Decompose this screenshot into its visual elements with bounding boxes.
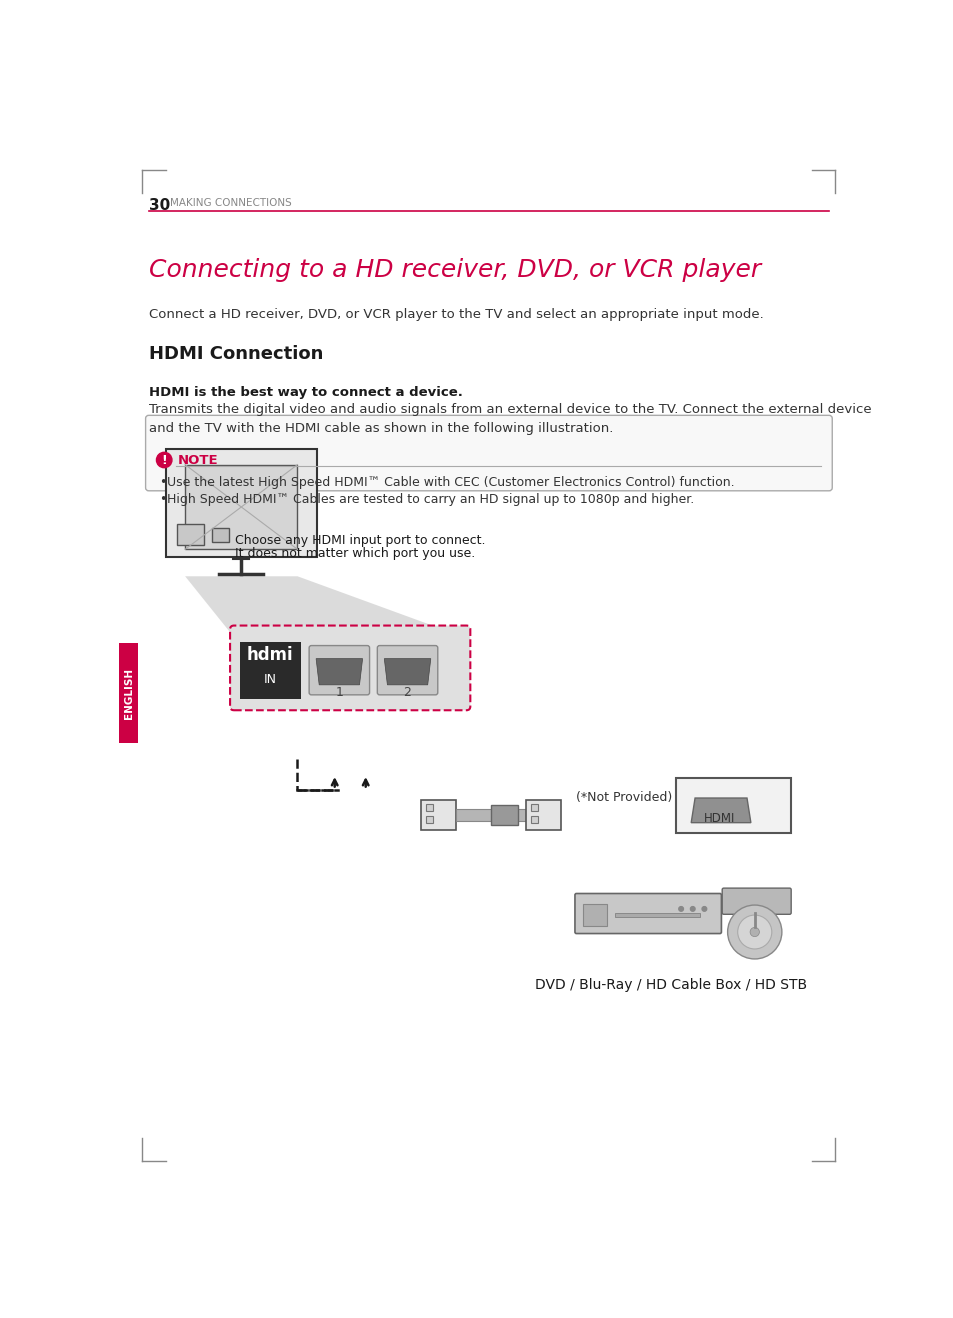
Text: HDMI Connection: HDMI Connection	[149, 344, 323, 362]
FancyBboxPatch shape	[491, 805, 517, 825]
Text: Connecting to a HD receiver, DVD, or VCR player: Connecting to a HD receiver, DVD, or VCR…	[149, 258, 760, 282]
Circle shape	[156, 452, 172, 468]
Circle shape	[690, 907, 695, 911]
Text: 2: 2	[403, 687, 411, 700]
FancyBboxPatch shape	[530, 816, 537, 822]
Text: Transmits the digital video and audio signals from an external device to the TV.: Transmits the digital video and audio si…	[149, 403, 870, 435]
Text: IN: IN	[264, 673, 276, 685]
Circle shape	[679, 907, 682, 911]
Text: •: •	[159, 493, 167, 506]
FancyBboxPatch shape	[530, 804, 537, 811]
Text: Connect a HD receiver, DVD, or VCR player to the TV and select an appropriate in: Connect a HD receiver, DVD, or VCR playe…	[149, 308, 762, 322]
FancyBboxPatch shape	[421, 800, 456, 830]
Text: Use the latest High Speed HDMI™ Cable with CEC (Customer Electronics Control) fu: Use the latest High Speed HDMI™ Cable wi…	[167, 476, 734, 489]
Circle shape	[701, 907, 706, 911]
FancyBboxPatch shape	[426, 804, 433, 811]
Text: !: !	[161, 453, 167, 467]
Text: •: •	[159, 476, 167, 489]
FancyBboxPatch shape	[166, 449, 316, 558]
FancyBboxPatch shape	[721, 888, 790, 915]
FancyBboxPatch shape	[185, 465, 297, 550]
FancyBboxPatch shape	[456, 809, 525, 821]
FancyBboxPatch shape	[525, 800, 560, 830]
Text: It does not matter which port you use.: It does not matter which port you use.	[235, 547, 476, 560]
Polygon shape	[691, 797, 750, 822]
Text: 30: 30	[149, 198, 170, 214]
Circle shape	[737, 915, 771, 949]
Text: DVD / Blu-Ray / HD Cable Box / HD STB: DVD / Blu-Ray / HD Cable Box / HD STB	[535, 978, 806, 992]
Text: High Speed HDMI™ Cables are tested to carry an HD signal up to 1080p and higher.: High Speed HDMI™ Cables are tested to ca…	[167, 493, 694, 506]
Text: (*Not Provided): (*Not Provided)	[576, 791, 672, 804]
FancyBboxPatch shape	[230, 626, 470, 710]
Polygon shape	[315, 659, 362, 685]
FancyBboxPatch shape	[146, 415, 831, 490]
Text: Choose any HDMI input port to connect.: Choose any HDMI input port to connect.	[235, 534, 485, 547]
Polygon shape	[185, 576, 464, 637]
FancyBboxPatch shape	[426, 816, 433, 822]
Text: NOTE: NOTE	[177, 453, 218, 467]
FancyBboxPatch shape	[675, 778, 790, 833]
Text: hdmi: hdmi	[247, 646, 294, 664]
FancyBboxPatch shape	[119, 643, 137, 743]
FancyBboxPatch shape	[575, 894, 720, 933]
Text: 1: 1	[335, 687, 343, 700]
Circle shape	[727, 905, 781, 960]
Text: HDMI is the best way to connect a device.: HDMI is the best way to connect a device…	[149, 386, 462, 399]
FancyBboxPatch shape	[240, 642, 301, 699]
FancyBboxPatch shape	[377, 646, 437, 695]
FancyBboxPatch shape	[212, 527, 229, 542]
Text: MAKING CONNECTIONS: MAKING CONNECTIONS	[170, 198, 291, 208]
Circle shape	[749, 928, 759, 937]
Text: HDMI: HDMI	[703, 812, 735, 825]
Polygon shape	[384, 659, 431, 685]
FancyBboxPatch shape	[582, 904, 607, 925]
Text: ENGLISH: ENGLISH	[124, 668, 133, 718]
FancyBboxPatch shape	[177, 525, 204, 546]
FancyBboxPatch shape	[309, 646, 369, 695]
FancyBboxPatch shape	[615, 913, 700, 916]
